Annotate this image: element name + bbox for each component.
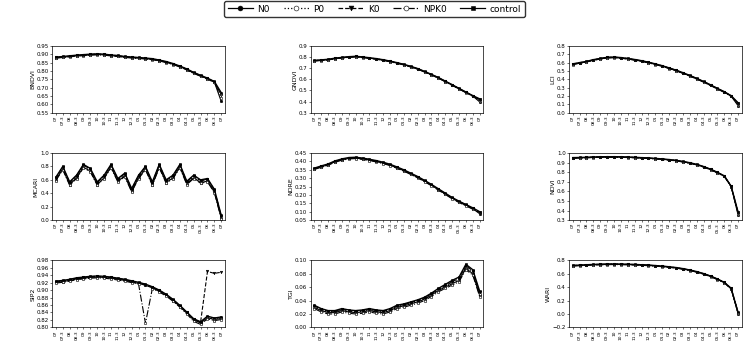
Y-axis label: NDRE: NDRE: [288, 178, 294, 195]
Legend: N0, P0, K0, NPK0, control: N0, P0, K0, NPK0, control: [224, 1, 525, 17]
Y-axis label: GNDVI: GNDVI: [292, 69, 297, 89]
Y-axis label: WARI: WARI: [546, 286, 551, 302]
Y-axis label: SIP2: SIP2: [30, 287, 35, 301]
Y-axis label: TGI: TGI: [288, 289, 294, 299]
Y-axis label: MCARI: MCARI: [34, 176, 39, 197]
Y-axis label: NDVI: NDVI: [551, 179, 556, 194]
Y-axis label: LCI: LCI: [551, 74, 556, 84]
Y-axis label: BNDVI: BNDVI: [30, 69, 35, 89]
